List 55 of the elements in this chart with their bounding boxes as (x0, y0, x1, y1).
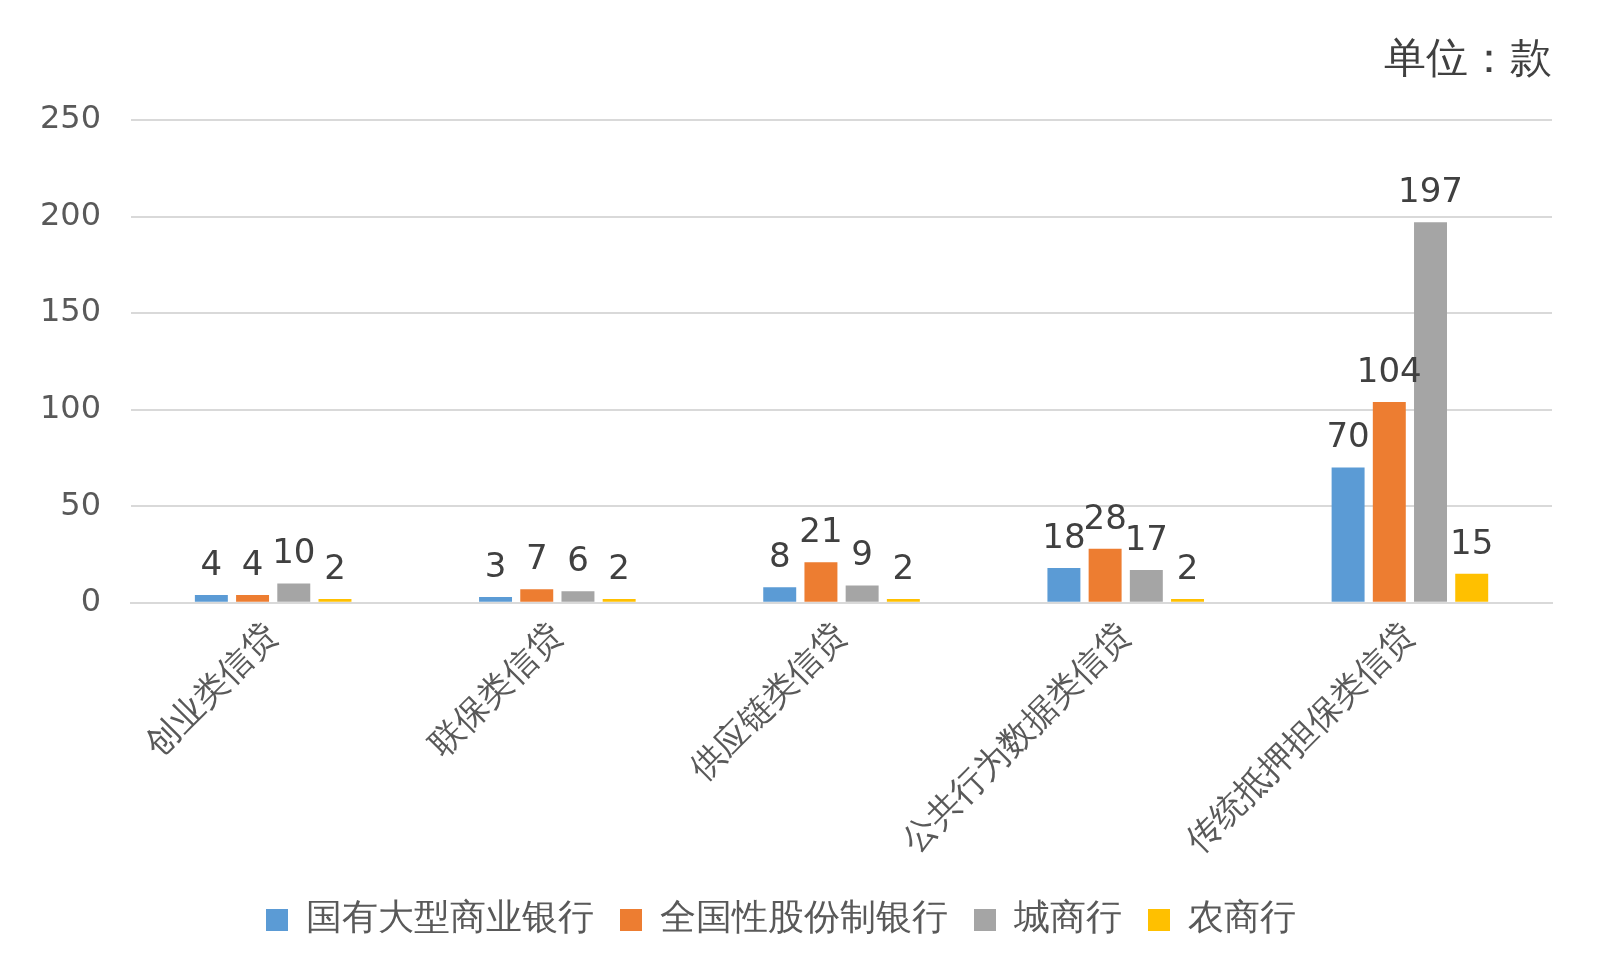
bar (1331, 467, 1365, 602)
bar (561, 591, 595, 602)
bar (520, 589, 554, 602)
bar (479, 596, 513, 602)
data-label: 17 (1124, 517, 1168, 558)
legend-label: 农商行 (1188, 896, 1296, 938)
bar (763, 587, 797, 602)
legend-label: 城商行 (1013, 896, 1122, 938)
data-label: 3 (484, 544, 507, 585)
bar (318, 598, 352, 602)
legend-label: 国有大型商业银行 (306, 896, 594, 938)
data-label: 104 (1356, 349, 1422, 390)
y-tick-label: 0 (80, 581, 102, 620)
bar (1088, 548, 1122, 602)
bar (1455, 573, 1489, 602)
data-label: 10 (272, 531, 316, 572)
x-tick-label: 创业类信贷 (136, 614, 286, 764)
y-tick-label: 200 (40, 194, 102, 233)
data-label: 18 (1042, 515, 1086, 556)
bar (845, 585, 879, 602)
y-tick-label: 150 (40, 291, 102, 330)
data-label: 4 (241, 542, 264, 583)
y-tick-label: 100 (40, 387, 102, 426)
x-tick-label: 联保类信贷 (420, 614, 570, 764)
data-label: 8 (768, 535, 791, 576)
bar (1372, 401, 1406, 602)
bar (194, 595, 228, 602)
x-tick-label: 传统抵押担保类信贷 (1177, 614, 1422, 860)
bar (277, 583, 311, 602)
x-tick-label: 公共行为数据类信贷 (892, 614, 1138, 860)
data-label: 197 (1398, 170, 1463, 211)
bar (602, 598, 636, 602)
text: 单位：款 (1384, 32, 1552, 84)
bar (804, 562, 838, 602)
bar (1129, 569, 1163, 602)
bar (1047, 568, 1081, 602)
legend-label: 全国性股份制银行 (660, 896, 948, 938)
data-label: 2 (608, 546, 630, 587)
y-tick-label: 50 (60, 484, 102, 523)
data-label: 2 (1176, 546, 1199, 587)
data-label: 2 (324, 546, 346, 587)
bar (1171, 598, 1205, 602)
data-label: 2 (892, 546, 915, 587)
data-label: 4 (200, 542, 223, 583)
data-label: 28 (1083, 496, 1127, 537)
y-tick-label: 250 (40, 98, 102, 137)
data-label: 7 (525, 537, 548, 578)
data-label: 6 (567, 539, 589, 580)
data-label: 9 (851, 533, 873, 574)
data-label: 70 (1326, 415, 1370, 456)
data-label: 15 (1450, 521, 1494, 562)
data-label: 21 (799, 510, 843, 551)
bar (236, 595, 270, 602)
x-tick-label: 供应链类信贷 (680, 614, 854, 788)
bar (886, 598, 920, 602)
